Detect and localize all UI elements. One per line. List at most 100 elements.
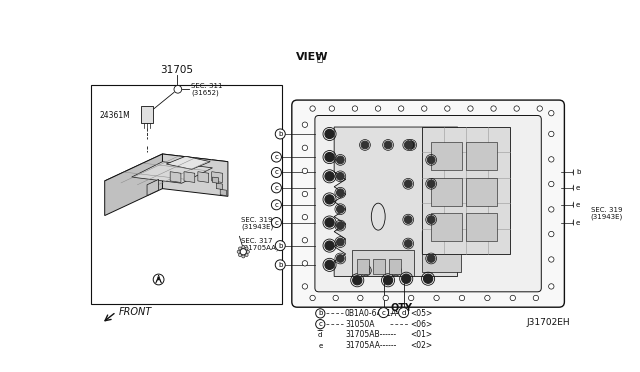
Text: <05>: <05> bbox=[410, 309, 433, 318]
Circle shape bbox=[548, 181, 554, 187]
Circle shape bbox=[310, 295, 316, 301]
Text: c: c bbox=[381, 310, 385, 315]
Text: A: A bbox=[156, 275, 161, 284]
Bar bbox=[91, 85, 282, 304]
Text: SEC. 311
(31652): SEC. 311 (31652) bbox=[191, 83, 223, 96]
Text: e: e bbox=[576, 219, 580, 225]
Polygon shape bbox=[170, 172, 181, 183]
Polygon shape bbox=[220, 189, 227, 196]
Circle shape bbox=[242, 246, 245, 249]
Text: d: d bbox=[401, 310, 406, 315]
Circle shape bbox=[358, 295, 363, 301]
Circle shape bbox=[404, 240, 412, 247]
Circle shape bbox=[573, 218, 583, 228]
Circle shape bbox=[325, 129, 334, 139]
Polygon shape bbox=[212, 172, 223, 183]
Circle shape bbox=[325, 260, 334, 269]
Circle shape bbox=[548, 131, 554, 137]
Circle shape bbox=[428, 180, 435, 187]
Circle shape bbox=[246, 250, 250, 253]
Text: b: b bbox=[318, 310, 323, 316]
Bar bbox=[141, 106, 153, 123]
Bar bbox=[357, 259, 369, 274]
Circle shape bbox=[404, 216, 412, 224]
Polygon shape bbox=[166, 156, 210, 169]
Circle shape bbox=[361, 141, 369, 149]
Circle shape bbox=[271, 152, 282, 162]
Circle shape bbox=[316, 309, 325, 318]
Circle shape bbox=[491, 106, 496, 111]
Bar bbox=[467, 214, 497, 241]
Text: 24361M: 24361M bbox=[99, 111, 130, 120]
Text: 31705AB------: 31705AB------ bbox=[345, 330, 396, 339]
Circle shape bbox=[468, 106, 473, 111]
Circle shape bbox=[383, 276, 393, 285]
Circle shape bbox=[325, 172, 334, 181]
Circle shape bbox=[407, 141, 415, 149]
Text: 31050A: 31050A bbox=[345, 320, 374, 328]
Circle shape bbox=[460, 295, 465, 301]
Text: e: e bbox=[576, 202, 580, 208]
Circle shape bbox=[537, 106, 543, 111]
Circle shape bbox=[484, 295, 490, 301]
Text: b: b bbox=[278, 131, 282, 137]
Polygon shape bbox=[105, 154, 228, 189]
Text: 0B1A0-6401A--: 0B1A0-6401A-- bbox=[345, 309, 403, 318]
Circle shape bbox=[329, 106, 335, 111]
Circle shape bbox=[392, 267, 400, 274]
Circle shape bbox=[333, 295, 339, 301]
FancyBboxPatch shape bbox=[315, 115, 541, 292]
FancyBboxPatch shape bbox=[292, 100, 564, 307]
Circle shape bbox=[337, 173, 344, 180]
Circle shape bbox=[422, 106, 427, 111]
Circle shape bbox=[404, 141, 412, 149]
Bar bbox=[422, 127, 511, 254]
Circle shape bbox=[245, 247, 248, 250]
Polygon shape bbox=[163, 154, 228, 196]
Circle shape bbox=[302, 261, 308, 266]
Circle shape bbox=[445, 106, 450, 111]
Circle shape bbox=[548, 110, 554, 116]
Circle shape bbox=[514, 106, 519, 111]
Text: c: c bbox=[275, 154, 278, 160]
Circle shape bbox=[174, 86, 182, 93]
Circle shape bbox=[362, 267, 370, 274]
Bar bbox=[389, 259, 401, 274]
Text: <02>: <02> bbox=[410, 341, 433, 350]
Text: 31705AA------: 31705AA------ bbox=[345, 341, 396, 350]
Circle shape bbox=[375, 106, 381, 111]
Circle shape bbox=[275, 129, 285, 139]
Polygon shape bbox=[212, 177, 219, 183]
Circle shape bbox=[337, 205, 344, 213]
Polygon shape bbox=[198, 172, 209, 183]
Circle shape bbox=[242, 255, 245, 258]
Circle shape bbox=[310, 106, 316, 111]
Polygon shape bbox=[184, 172, 195, 183]
Circle shape bbox=[337, 189, 344, 197]
Circle shape bbox=[302, 145, 308, 151]
Text: SEC. 317
(31705AA): SEC. 317 (31705AA) bbox=[241, 238, 278, 251]
Bar bbox=[422, 254, 461, 272]
Circle shape bbox=[271, 218, 282, 228]
Circle shape bbox=[325, 241, 334, 250]
Circle shape bbox=[533, 295, 539, 301]
Circle shape bbox=[384, 141, 392, 149]
Circle shape bbox=[548, 157, 554, 162]
Circle shape bbox=[399, 106, 404, 111]
Circle shape bbox=[316, 330, 325, 340]
Circle shape bbox=[510, 295, 515, 301]
Text: c: c bbox=[275, 185, 278, 191]
Circle shape bbox=[573, 200, 583, 210]
Text: Ⓐ: Ⓐ bbox=[316, 52, 323, 62]
Text: d: d bbox=[318, 332, 323, 338]
Bar bbox=[352, 250, 413, 276]
Polygon shape bbox=[132, 162, 212, 183]
Circle shape bbox=[337, 156, 344, 164]
Circle shape bbox=[275, 241, 285, 251]
Bar bbox=[467, 142, 497, 170]
Circle shape bbox=[378, 308, 388, 318]
Circle shape bbox=[573, 183, 583, 193]
Circle shape bbox=[302, 214, 308, 220]
Text: <01>: <01> bbox=[410, 330, 433, 339]
Circle shape bbox=[428, 156, 435, 164]
